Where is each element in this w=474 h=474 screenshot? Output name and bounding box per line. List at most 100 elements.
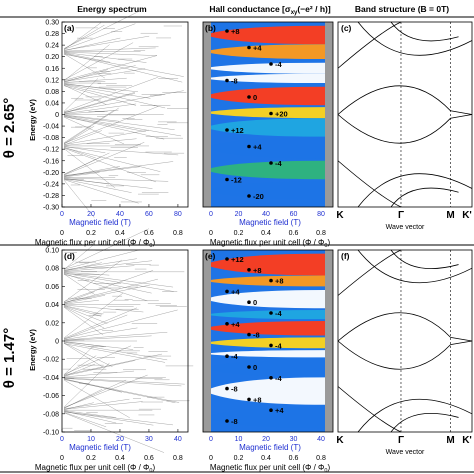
hall-label: +4 [231,287,240,296]
panel-label-e: (e) [205,251,216,261]
hall-region [211,86,325,106]
hall-region [211,253,325,276]
x-flux-tick-label: 0.4 [261,455,271,462]
hall-region [211,377,325,405]
band-curve [337,114,473,144]
y-tick-label: -0.10 [43,430,59,437]
magnetic-field-label: Magnetic field (T) [239,443,301,452]
hall-marker [269,311,273,315]
band-curve [390,412,459,433]
band-curves [337,21,473,208]
y-tick-label: 0.20 [45,54,59,61]
hall-marker [247,45,251,50]
x-field-tick-label: 80 [317,211,325,218]
band-frame [337,249,473,433]
x-field-tick-label: 10 [87,436,95,443]
x-flux-tick-label: 0.2 [234,455,244,462]
x-field-tick-label: 40 [262,211,270,218]
energy-spectrum-panel: (d) 0.10 0.08 0.06 0.04 0.02 0 -0.02 -0.04 -0.06 -… [43,228,194,462]
y-tick-label: 0 [55,339,59,346]
x-field-tick-label: 20 [262,436,270,443]
x-field-tick-label: 30 [290,436,298,443]
hall-label: +8 [275,277,284,286]
y-tick-label: 0.02 [45,320,59,327]
hall-marker [225,322,229,326]
hall-label: +12 [231,126,244,135]
band-curve [337,340,473,370]
x-flux-tick-label: 0 [60,455,64,462]
x-flux-tick-label: 0.8 [316,230,326,237]
x-field-tick-label: 0 [209,436,213,443]
hall-marker [247,300,251,305]
hall-gray-strip [203,22,211,207]
x-field-tick-label: 60 [145,211,153,218]
hall-label: 0 [253,298,257,307]
panel-label-f: (f) [341,251,350,261]
band-frame [337,21,473,208]
hall-region [211,310,325,320]
band-curve [357,249,473,284]
hall-marker [225,177,229,182]
y-tick-label: -0.04 [43,375,59,382]
x-flux-tick-label: 0.6 [289,455,299,462]
hall-marker [269,408,273,413]
x-field-tick-label: 40 [174,436,182,443]
panel-label-d: (d) [64,251,75,261]
hall-label: 0 [253,363,257,372]
y-tick-label: 0.10 [45,248,59,255]
header-hall-conductance: Hall conductance [σxy(−e² / h)] [209,4,331,16]
x-flux-tick-label: 0.4 [261,230,271,237]
magnetic-field-label: Magnetic field (T) [69,218,131,227]
band-curve [337,249,402,296]
k-point-label: Γ [398,435,404,446]
hall-marker [269,111,273,116]
hall-marker [225,29,229,33]
x-flux-tick-label: 0.4 [115,230,125,237]
x-flux-tick-label: 0.6 [289,230,299,237]
band-curve [337,21,402,69]
y-tick-label: 0.30 [45,20,59,27]
x-flux-tick-label: 0.8 [173,455,183,462]
y-tick-label: -0.06 [43,393,59,400]
hall-label: -4 [275,159,282,168]
y-tick-label: -0.02 [43,357,59,364]
hall-label: +8 [253,266,262,275]
hall-region [211,44,325,59]
hall-conductance-panel: (e) +12 +8 +8 +4 0 -4 +4 -8 -4 -4 0 -4 -8 +8 +4 -8 0 0 10 0.… [202,249,334,462]
x-field-tick-label: 20 [87,211,95,218]
band-curve [337,386,402,433]
y-tick-label: 0.06 [45,284,59,291]
y-tick-label: -0.24 [43,181,59,188]
k-point-label: K' [462,435,472,446]
hall-region [211,62,325,74]
y-tick-label: 0.04 [45,100,59,107]
y-tick-label: -0.12 [43,147,59,154]
row-bottom: (d) 0.10 0.08 0.06 0.04 0.02 0 -0.02 -0.04 -0.06 -… [35,228,473,474]
hall-marker [269,161,273,165]
wave-vector-label: Wave vector [386,449,425,456]
angle-label-bottom: θ = 1.47° [1,328,18,388]
hall-marker [247,365,251,369]
hall-region [211,73,325,84]
x-field-tick-label: 20 [235,211,243,218]
hall-label: -8 [231,77,238,86]
band-curve [337,312,473,342]
y-tick-label: 0.08 [45,89,59,96]
x-field-tick-label: 10 [235,436,243,443]
k-point-label: M [446,435,454,446]
hall-marker [247,144,251,149]
y-tick-label: -0.28 [43,193,59,200]
hall-region [211,118,325,137]
hall-label: -4 [231,352,238,361]
wave-vector-label: Wave vector [386,224,425,231]
hall-marker [225,419,229,423]
flux-label: Magnetic flux per unit cell (Φ / Φ0) [35,463,156,474]
k-point-label: K' [462,210,472,221]
x-field-tick-label: 40 [317,436,325,443]
band-curve [357,398,473,433]
hall-region [211,359,325,378]
energy-spectrum-panel: (a)0.300.280.240.200.160.120.080.040-0.0… [43,10,189,237]
y-tick-label: 0.04 [45,302,59,309]
hall-marker [225,78,229,83]
